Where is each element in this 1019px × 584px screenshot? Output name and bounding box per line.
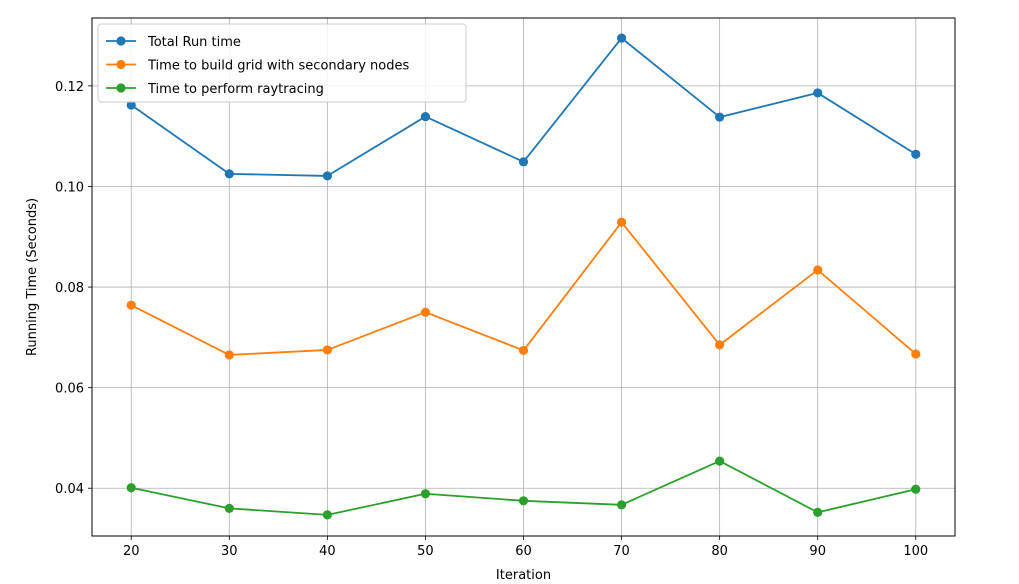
legend-marker: [116, 36, 126, 46]
y-tick-label: 0.12: [55, 80, 84, 95]
data-point: [420, 111, 431, 122]
data-point: [126, 100, 136, 110]
data-point: [420, 307, 431, 317]
data-point: [126, 300, 136, 310]
x-tick-label: 50: [417, 544, 434, 559]
data-point: [518, 157, 529, 167]
x-tick-label: 90: [809, 544, 826, 559]
data-point: [813, 265, 823, 275]
ticks: 20 30 40 50 60 70 80 90 100 0.04 0.06 0.08 0.10 0.12: [55, 80, 928, 559]
data-point: [616, 33, 627, 43]
data-point: [224, 169, 234, 179]
y-tick-label: 0.10: [55, 180, 84, 195]
x-tick-label: 100: [903, 544, 928, 559]
data-point: [616, 500, 627, 510]
y-tick-label: 0.04: [55, 482, 84, 497]
data-point: [322, 171, 332, 181]
x-tick-label: 80: [711, 544, 728, 559]
x-tick-label: 20: [123, 544, 140, 559]
data-point: [715, 112, 725, 122]
data-point: [715, 456, 725, 466]
data-point: [224, 503, 234, 513]
x-tick-label: 30: [221, 544, 238, 559]
series-layer: [126, 33, 921, 520]
x-tick-label: 70: [613, 544, 630, 559]
grid: [92, 18, 955, 536]
legend-marker: [116, 59, 126, 70]
legend-box: [97, 23, 467, 103]
legend-label: Time to perform raytracing: [147, 82, 324, 97]
data-point: [322, 510, 332, 520]
legend-marker: [116, 83, 126, 93]
data-point: [518, 496, 529, 506]
y-axis-label: Running Time (Seconds): [25, 198, 40, 356]
x-tick-label: 40: [319, 544, 336, 559]
data-point: [616, 217, 627, 227]
data-point: [911, 349, 921, 359]
data-point: [322, 345, 332, 355]
data-point: [126, 483, 136, 493]
legend: Total Run time Time to build grid with se…: [97, 23, 467, 103]
legend-label: Time to build grid with secondary nodes: [147, 59, 409, 74]
data-point: [715, 340, 725, 350]
data-point: [911, 149, 921, 159]
y-tick-label: 0.06: [55, 382, 84, 397]
data-point: [813, 88, 823, 98]
data-point: [911, 484, 921, 494]
data-point: [518, 345, 529, 356]
data-point: [813, 507, 823, 517]
x-axis-label: Iteration: [496, 568, 551, 583]
data-point: [224, 350, 234, 360]
y-tick-label: 0.08: [55, 281, 84, 296]
data-point: [420, 489, 431, 499]
legend-label: Total Run time: [147, 35, 241, 50]
x-tick-label: 60: [515, 544, 532, 559]
